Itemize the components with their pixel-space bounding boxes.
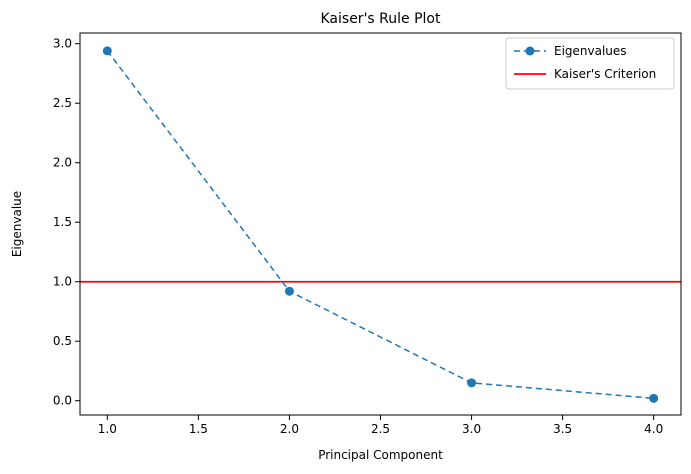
legend-eigenvalues-marker [525, 46, 535, 56]
y-tick-label: 2.0 [53, 156, 72, 170]
eigenvalue-point [649, 393, 659, 403]
eigenvalue-point [467, 378, 477, 388]
legend-box [505, 37, 675, 90]
y-axis: 0.0 0.5 1.0 1.5 2.0 2.5 3.0 [53, 37, 80, 408]
legend-eigenvalues-label: Eigenvalues [554, 44, 627, 58]
eigenvalue-point [284, 286, 294, 296]
x-tick-label: 3.0 [462, 422, 481, 436]
legend: Eigenvalues Kaiser's Criterion [505, 37, 675, 90]
plot-frame [79, 32, 682, 416]
x-tick-label: 1.0 [98, 422, 117, 436]
y-tick-label: 1.0 [53, 275, 72, 289]
y-axis-label: Eigenvalue [10, 191, 24, 257]
y-tick-label: 0.0 [53, 394, 72, 408]
y-tick-label: 1.5 [53, 215, 72, 229]
x-tick-label: 2.5 [371, 422, 390, 436]
x-axis: 1.0 1.5 2.0 2.5 3.0 3.5 4.0 [98, 415, 663, 436]
chart-title: Kaiser's Rule Plot [321, 11, 441, 27]
x-tick-label: 3.5 [553, 422, 572, 436]
y-tick-label: 0.5 [53, 334, 72, 348]
eigenvalue-point [102, 46, 112, 56]
x-tick-label: 4.0 [644, 422, 663, 436]
plot-layer [80, 46, 681, 403]
eigenvalues-series-line [106, 50, 654, 400]
y-tick-label: 3.0 [53, 37, 72, 51]
legend-kaiser-criterion-label: Kaiser's Criterion [554, 67, 656, 81]
x-tick-label: 1.5 [189, 422, 208, 436]
x-axis-label: Principal Component [318, 448, 443, 462]
x-tick-label: 2.0 [280, 422, 299, 436]
y-tick-label: 2.5 [53, 96, 72, 110]
